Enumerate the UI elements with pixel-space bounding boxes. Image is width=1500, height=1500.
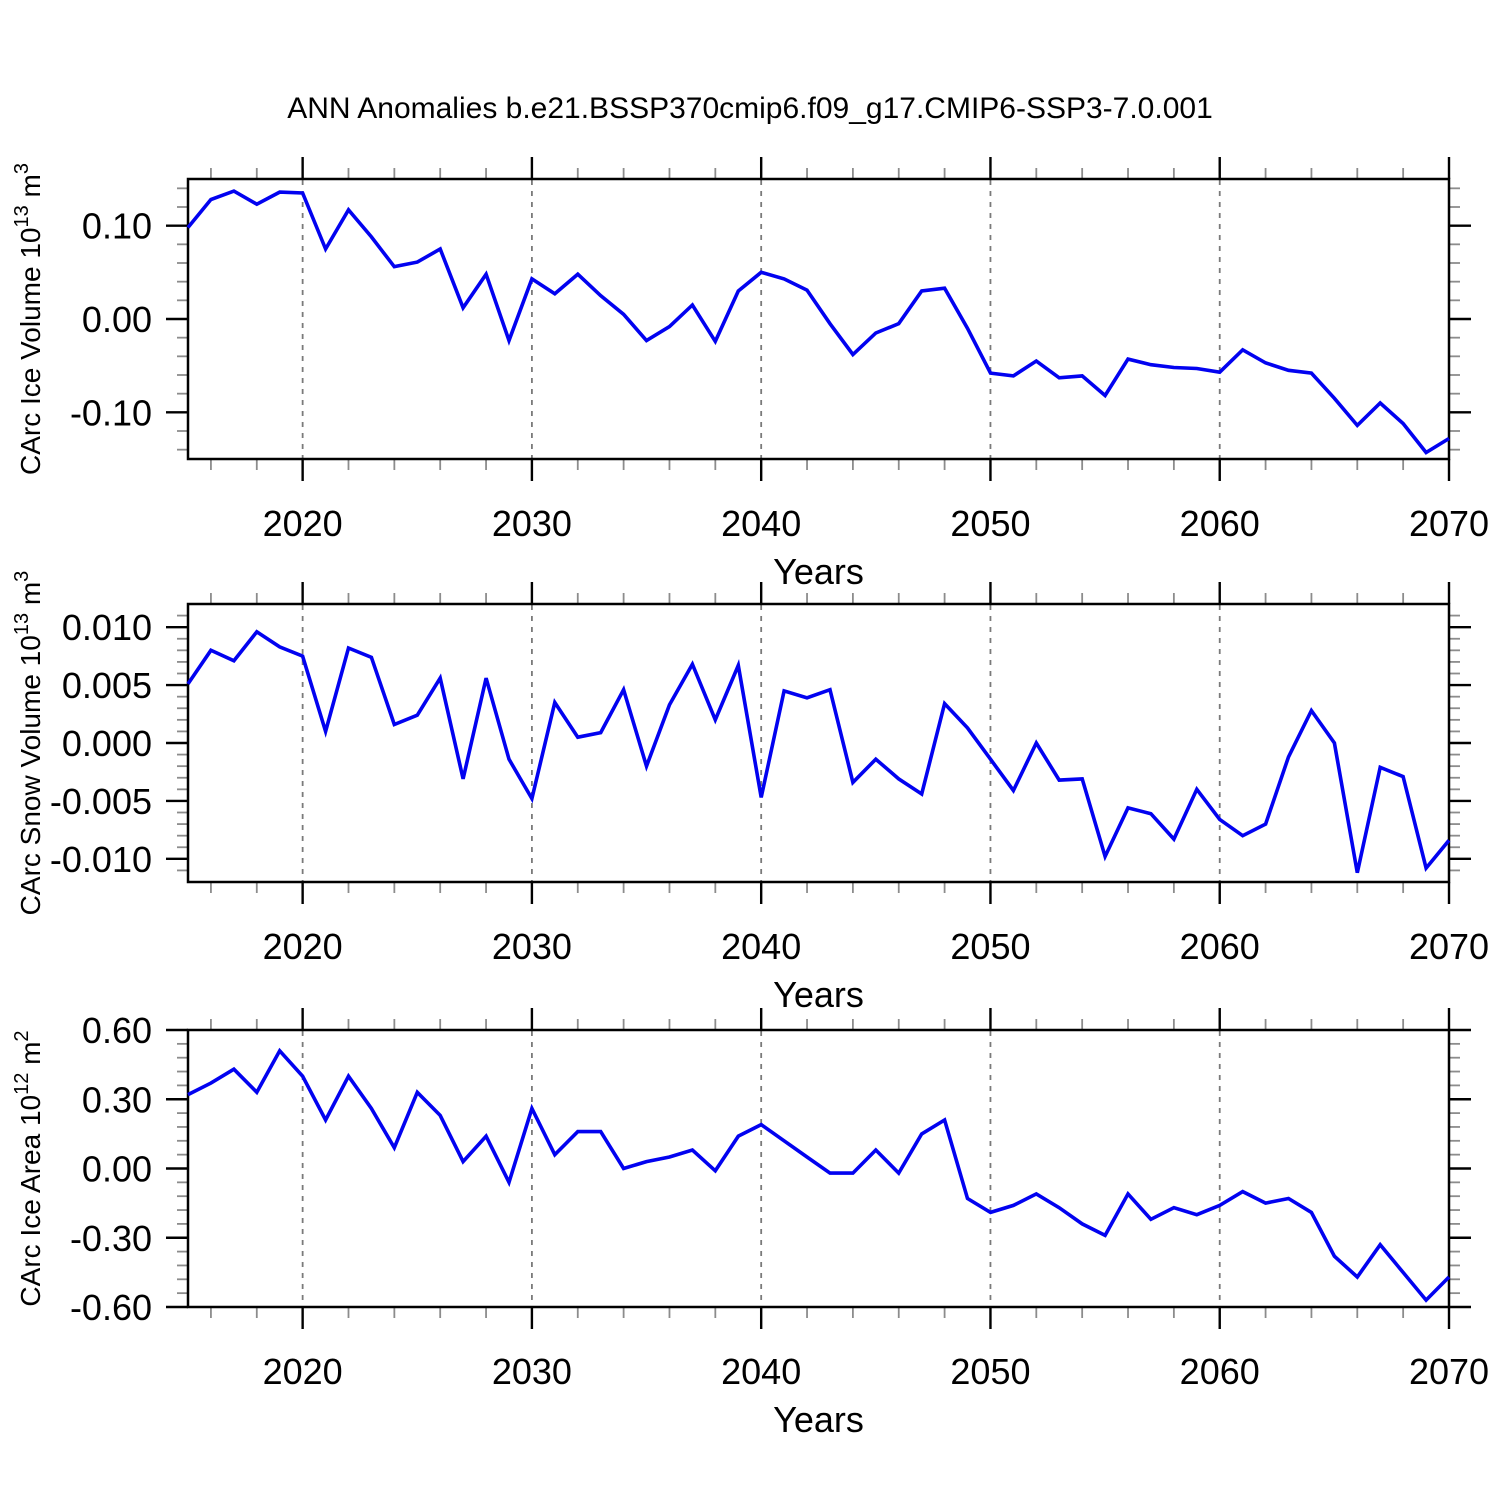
panel-snow-volume: 2020 2030 2040 2050 2060 2070Years0.0100.0050…: [11, 571, 1489, 1015]
panel-ice-volume: 2020 2030 2040 2050 2060 2070 Years 0.10 0.00 -0.…: [11, 157, 1489, 592]
x-tick-label: 2030: [492, 1351, 572, 1392]
x-ticks: [210, 1008, 1451, 1329]
x-tick-label: 2020: [263, 1351, 343, 1392]
plot-frame: [186, 602, 1451, 884]
x-axis-title: Years: [773, 551, 864, 592]
y-tick-label: 0.30: [82, 1079, 152, 1120]
x-axis-title: Years: [773, 1399, 864, 1440]
y-tick-label: 0.10: [82, 206, 152, 247]
x-tick-label: 2020: [263, 926, 343, 967]
x-tick-label: 2040: [721, 1351, 801, 1392]
y-tick-label: -0.30: [70, 1218, 152, 1259]
y-ticks: 0.60 0.30 0.00 -0.30 -0.60: [70, 1010, 1471, 1328]
y-tick-label: -0.10: [70, 392, 152, 433]
x-tick-labels: 2020 2030 2040 2050 2060 2070: [263, 503, 1489, 544]
x-tick-label: 2050: [950, 503, 1030, 544]
data-line-ice-volume: [186, 189, 1450, 455]
plot-frame: [186, 1028, 1451, 1309]
y-tick-label: 0.010: [62, 607, 152, 648]
y-tick-label: -0.005: [50, 781, 152, 822]
x-tick-label: 2050: [950, 926, 1030, 967]
x-ticks: [210, 157, 1451, 481]
y-tick-label: 0.60: [82, 1010, 152, 1051]
plot-frame: [186, 177, 1451, 461]
y-axis-title: CArc Ice Area 1012 m2: [11, 1030, 46, 1306]
x-tick-label: 2070: [1409, 926, 1489, 967]
y-ticks: 0.10 0.00 -0.10: [70, 187, 1471, 451]
y-tick-label: -0.010: [50, 839, 152, 880]
x-ticks: [210, 582, 1451, 904]
x-tick-label: 2060: [1180, 1351, 1260, 1392]
x-axis-title: Years: [773, 974, 864, 1015]
y-axis-title: CArc Ice Volume 1013 m3: [11, 163, 46, 475]
x-tick-labels: 2020 2030 2040 2050 2060 2070: [263, 926, 1489, 967]
y-axis-title: CArc Snow Volume 1013 m3: [11, 571, 46, 916]
x-tick-label: 2030: [492, 926, 572, 967]
x-tick-label: 2030: [492, 503, 572, 544]
x-tick-labels: 2020 2030 2040 2050 2060 2070: [263, 1351, 1489, 1392]
x-tick-label: 2060: [1180, 503, 1260, 544]
panel-ice-area: 2020 2030 2040 2050 2060 2070 Years 0.60 0.30 0.0…: [11, 1008, 1489, 1440]
x-tick-label: 2050: [950, 1351, 1030, 1392]
y-tick-label: -0.60: [70, 1287, 152, 1328]
x-tick-label: 2070: [1409, 503, 1489, 544]
x-tick-label: 2060: [1180, 926, 1260, 967]
y-ticks: 0.010 0.005 0.000 -0.005 -0.010: [50, 607, 1471, 880]
x-tick-label: 2070: [1409, 1351, 1489, 1392]
decade-gridlines: [301, 180, 1221, 458]
decade-gridlines: [301, 605, 1221, 881]
x-tick-label: 2040: [721, 503, 801, 544]
data-line-ice-area: [187, 1047, 1451, 1303]
y-tick-label: 0.005: [62, 665, 152, 706]
x-tick-label: 2040: [721, 926, 801, 967]
y-tick-label: 0.00: [82, 1149, 152, 1190]
decade-gridlines: [301, 1031, 1221, 1306]
data-line-snow-volume: [186, 629, 1451, 874]
figure-title: ANN Anomalies b.e21.BSSP370cmip6.f09_g17…: [287, 92, 1213, 125]
y-tick-label: 0.000: [62, 723, 152, 764]
x-tick-label: 2020: [263, 503, 343, 544]
y-tick-label: 0.00: [82, 299, 152, 340]
